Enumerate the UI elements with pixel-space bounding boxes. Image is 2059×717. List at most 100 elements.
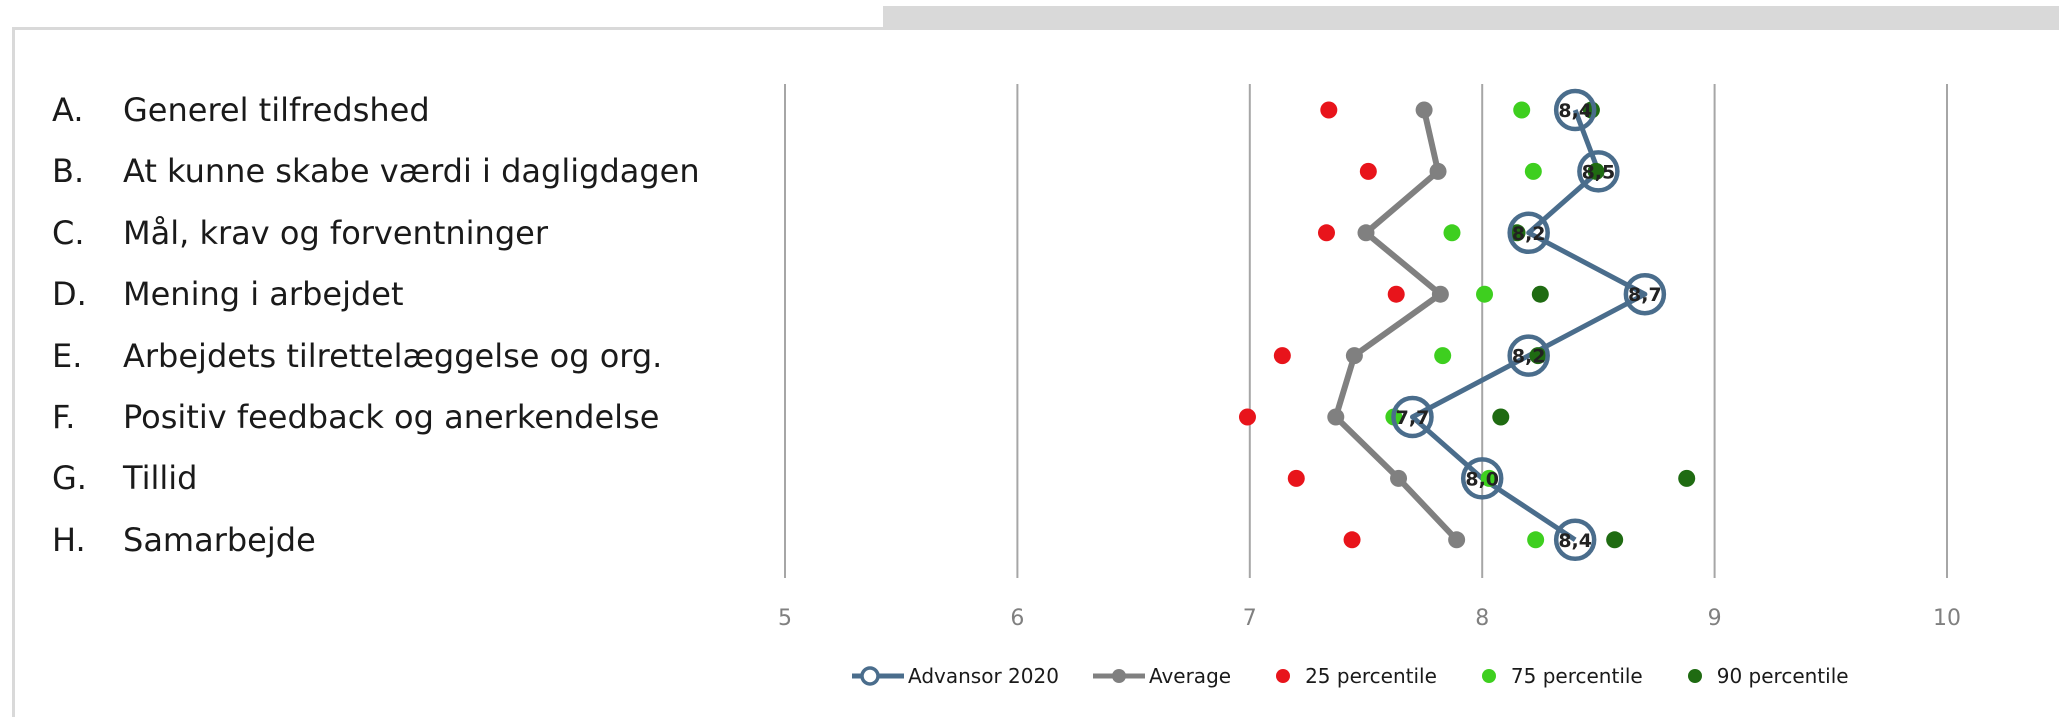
p90-point	[1508, 224, 1526, 242]
advansor-line	[1409, 109, 1648, 542]
advansor-point	[1460, 457, 1504, 500]
category-label: F. Positiv feedback og anerkendelse	[52, 398, 659, 436]
advansor-point	[1391, 395, 1434, 439]
x-tick-label: 10	[1933, 606, 1961, 631]
p90-point	[1531, 285, 1549, 303]
p25-point	[1287, 469, 1305, 487]
advansor-point	[1623, 272, 1667, 316]
advansor-point	[1507, 211, 1550, 255]
category-text: Generel tilfredshed	[123, 91, 430, 129]
legend-label: Advansor 2020	[908, 664, 1059, 688]
p25-point	[1359, 162, 1377, 180]
legend-item: Advansor 2020	[850, 664, 1059, 688]
legend-marker	[1481, 669, 1496, 683]
category-letter: A.	[52, 91, 84, 129]
legend-marker	[1687, 669, 1702, 683]
p25-point	[1238, 408, 1256, 426]
p90-point	[1529, 347, 1547, 365]
category-letter: D.	[52, 275, 87, 314]
category-label: D. Mening i arbejdet	[52, 275, 404, 313]
category-letter: G.	[52, 459, 87, 498]
x-tick-label: 7	[1243, 606, 1257, 631]
p90-point	[1678, 469, 1696, 487]
p75-point	[1434, 347, 1452, 365]
top-bar-shade	[883, 6, 2059, 27]
p75-point	[1527, 531, 1545, 549]
legend-marker	[1276, 669, 1291, 683]
advansor-data-label: 8,2	[1512, 223, 1546, 245]
legend-swatch	[1092, 669, 1145, 683]
category-letter: H.	[52, 520, 86, 559]
advansor-data-label: 8,4	[1558, 100, 1592, 122]
legend-swatch	[852, 666, 904, 686]
x-tick-label: 9	[1708, 606, 1722, 631]
p75-point	[1513, 101, 1531, 119]
category-label: H. Samarbejde	[52, 521, 316, 559]
advansor-point	[1553, 518, 1597, 562]
chart-plot: 5 6 7 8 9 10 8,4 8,5 8,2 8,7 8,2 7,7 8,0 8,4	[778, 84, 1961, 631]
category-label: B. At kunne skabe værdi i dagligdagen	[52, 152, 700, 190]
average-point	[1429, 162, 1447, 180]
p75-point	[1480, 469, 1498, 487]
average-point	[1345, 347, 1363, 365]
p25-point	[1317, 224, 1335, 242]
category-text: Arbejdets tilrettelæggelse og org.	[123, 336, 663, 375]
advansor-data-label: 8,4	[1558, 530, 1592, 552]
category-list: A. Generel tilfredshed B. At kunne skabe væ…	[0, 0, 760, 600]
category-text: Mål, krav og forventninger	[123, 213, 548, 252]
legend-label: Average	[1148, 664, 1232, 688]
p90-point	[1606, 531, 1624, 549]
advansor-point	[1553, 88, 1597, 132]
category-text: At kunne skabe værdi i dagligdagen	[123, 152, 700, 191]
average-point	[1357, 224, 1375, 242]
legend-swatch	[1481, 669, 1496, 683]
p25-point	[1320, 101, 1338, 119]
legend-item: 75 percentile	[1469, 664, 1643, 688]
p90-point	[1492, 408, 1510, 426]
advansor-data-label: 8,5	[1582, 161, 1616, 183]
legend-label: 90 percentile	[1716, 664, 1849, 688]
p25-point	[1273, 347, 1291, 365]
category-text: Positiv feedback og anerkendelse	[123, 398, 660, 436]
category-label: C. Mål, krav og forventninger	[52, 214, 548, 252]
x-tick-label: 8	[1475, 606, 1489, 631]
legend-label: 25 percentile	[1305, 664, 1437, 688]
legend-label: 75 percentile	[1510, 664, 1643, 688]
p25-point	[1387, 285, 1405, 303]
p75-point	[1476, 285, 1494, 303]
chart-legend: Advansor 2020 Average 25 percentile 75 perc…	[850, 658, 1881, 694]
legend-marker	[860, 666, 880, 686]
x-tick-label: 5	[778, 606, 792, 631]
category-letter: E.	[52, 336, 83, 375]
category-label: G. Tillid	[52, 459, 197, 497]
category-letter: F.	[52, 398, 76, 436]
average-line	[1332, 109, 1459, 542]
advansor-point	[1577, 150, 1620, 193]
average-point	[1390, 469, 1408, 487]
average-point	[1327, 408, 1345, 426]
legend-item: 90 percentile	[1675, 664, 1849, 688]
category-label: E. Arbejdets tilrettelæggelse og org.	[52, 337, 662, 375]
average-point	[1448, 531, 1466, 549]
advansor-data-label: 8,7	[1628, 284, 1662, 306]
category-label: A. Generel tilfredshed	[52, 91, 430, 129]
advansor-data-label: 7,7	[1396, 407, 1430, 429]
category-letter: B.	[52, 152, 85, 191]
category-text: Tillid	[123, 459, 198, 498]
p90-point	[1587, 162, 1605, 180]
legend-swatch	[1276, 669, 1291, 683]
legend-swatch	[1687, 669, 1702, 683]
advansor-point	[1507, 334, 1550, 377]
legend-item: 25 percentile	[1263, 664, 1437, 688]
advansor-data-label: 8,2	[1512, 346, 1546, 368]
x-tick-label: 6	[1010, 606, 1024, 631]
p75-point	[1443, 224, 1461, 242]
average-point	[1415, 101, 1433, 119]
advansor-data-label: 8,0	[1465, 468, 1499, 490]
category-letter: C.	[52, 213, 85, 252]
category-text: Mening i arbejdet	[123, 275, 404, 314]
p25-point	[1343, 531, 1361, 549]
top-bar	[0, 0, 2059, 27]
chart-frame	[12, 27, 2059, 717]
average-point	[1431, 285, 1449, 303]
